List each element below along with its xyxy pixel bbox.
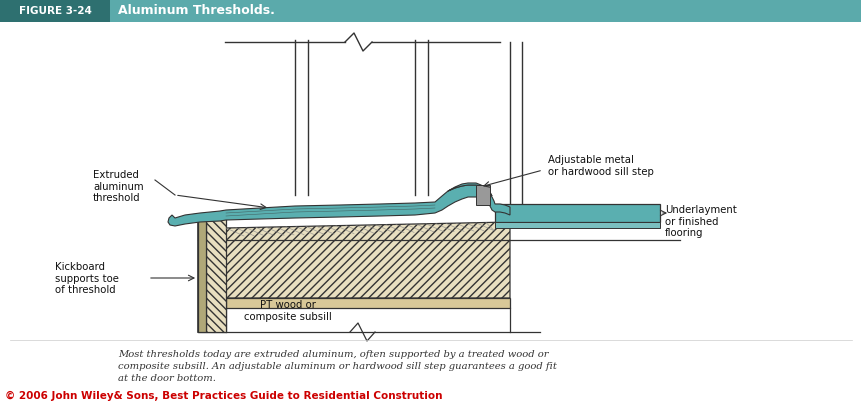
Polygon shape	[448, 183, 492, 196]
Text: Most thresholds today are extruded aluminum, often supported by a treated wood o: Most thresholds today are extruded alumi…	[118, 350, 548, 359]
Polygon shape	[206, 215, 226, 332]
Text: composite subsill. An adjustable aluminum or hardwood sill step guarantees a goo: composite subsill. An adjustable aluminu…	[118, 362, 556, 371]
Bar	[494, 222, 660, 228]
Text: PT wood or
composite subsill: PT wood or composite subsill	[244, 300, 331, 322]
Text: Aluminum Thresholds.: Aluminum Thresholds.	[118, 4, 275, 17]
Bar	[0, 0, 110, 22]
Text: Extruded
aluminum
threshold: Extruded aluminum threshold	[93, 170, 144, 203]
Text: at the door bottom.: at the door bottom.	[118, 374, 215, 383]
Polygon shape	[226, 222, 510, 298]
Polygon shape	[198, 215, 206, 332]
Text: Underlayment
or finished
flooring: Underlayment or finished flooring	[664, 205, 736, 238]
Polygon shape	[168, 185, 510, 226]
Text: Kickboard
supports toe
of threshold: Kickboard supports toe of threshold	[55, 262, 119, 295]
Bar	[494, 204, 660, 222]
Bar	[0, 0, 861, 22]
Polygon shape	[226, 298, 510, 308]
Text: FIGURE 3-24: FIGURE 3-24	[19, 6, 91, 16]
Bar	[475, 185, 489, 205]
Text: © 2006 John Wiley& Sons, Best Practices Guide to Residential Constrution: © 2006 John Wiley& Sons, Best Practices …	[5, 391, 442, 401]
Text: Adjustable metal
or hardwood sill step: Adjustable metal or hardwood sill step	[548, 155, 653, 177]
